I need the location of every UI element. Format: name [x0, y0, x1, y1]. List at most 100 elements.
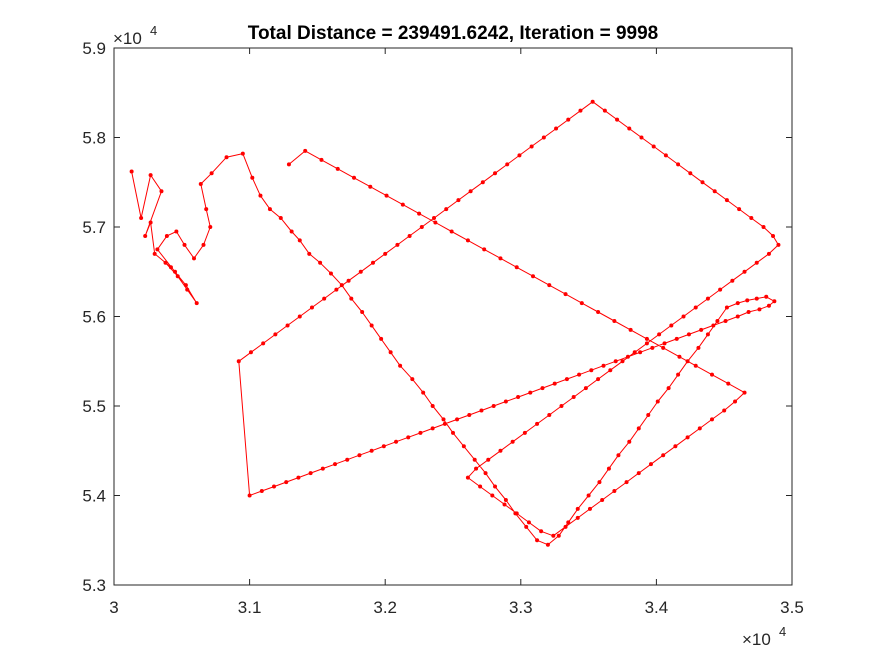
city-point	[700, 180, 705, 185]
city-point	[224, 155, 229, 160]
city-point	[152, 251, 157, 256]
city-point	[297, 314, 302, 319]
y-tick-label: 5.6	[82, 308, 106, 327]
city-point	[688, 171, 693, 176]
city-point	[661, 453, 666, 458]
city-point	[163, 260, 168, 265]
city-point	[676, 372, 681, 377]
city-point	[455, 417, 460, 422]
city-point	[406, 435, 411, 440]
y-tick-label: 5.4	[82, 487, 106, 506]
city-point	[674, 336, 679, 341]
city-point	[644, 341, 649, 346]
city-point	[709, 417, 714, 422]
city-point	[370, 260, 375, 265]
city-point	[296, 475, 301, 480]
city-point	[148, 220, 153, 225]
city-point	[174, 229, 179, 234]
x-exponent: ×10 4	[742, 624, 786, 649]
city-point	[608, 368, 613, 373]
city-point	[267, 207, 272, 212]
city-point	[677, 354, 682, 359]
city-point	[320, 466, 325, 471]
city-point	[535, 538, 540, 543]
city-point	[465, 238, 470, 243]
city-point	[418, 430, 423, 435]
city-point	[432, 216, 437, 221]
city-point	[718, 287, 723, 292]
city-point	[745, 298, 750, 303]
city-point	[606, 466, 611, 471]
city-point	[577, 372, 582, 377]
city-point	[524, 524, 529, 529]
city-point	[742, 390, 747, 395]
city-point	[182, 242, 187, 247]
city-point	[159, 189, 164, 194]
city-point	[400, 202, 405, 207]
y-exponent: ×10 4	[113, 23, 157, 48]
city-point	[360, 310, 365, 315]
city-point	[636, 426, 641, 431]
city-point	[308, 471, 313, 476]
city-point	[612, 489, 617, 494]
city-point	[735, 301, 740, 306]
city-point	[612, 318, 617, 323]
city-point	[194, 301, 199, 306]
city-point	[208, 225, 213, 229]
city-point	[676, 162, 681, 167]
city-point	[209, 171, 214, 176]
city-point	[369, 323, 374, 328]
city-point	[143, 233, 148, 238]
city-point	[398, 363, 403, 368]
city-point	[421, 390, 426, 395]
city-point	[583, 386, 588, 391]
city-point	[419, 225, 424, 229]
city-point	[449, 229, 454, 234]
city-point	[696, 345, 701, 350]
city-point	[587, 506, 592, 511]
city-point	[345, 457, 350, 462]
city-point	[505, 162, 510, 167]
city-point	[705, 296, 710, 301]
city-point	[498, 448, 503, 453]
city-point	[715, 318, 720, 323]
city-point	[644, 336, 649, 341]
x-tick-label: 3.5	[780, 598, 804, 617]
city-point	[259, 489, 264, 494]
city-point	[278, 216, 283, 221]
city-point	[483, 471, 488, 476]
city-point	[772, 299, 777, 304]
city-point	[563, 292, 568, 297]
city-point	[639, 135, 644, 140]
city-point	[749, 216, 754, 221]
city-point	[669, 323, 674, 328]
city-point	[673, 444, 678, 449]
city-point	[444, 207, 449, 212]
city-point	[627, 439, 632, 444]
city-point	[766, 251, 771, 256]
city-point	[284, 480, 289, 485]
city-point	[502, 502, 507, 507]
city-point	[540, 386, 545, 391]
city-point	[771, 233, 776, 238]
chart-title: Total Distance = 239491.6242, Iteration …	[248, 23, 659, 44]
city-point	[526, 520, 531, 525]
x-tick-label: 3.3	[509, 598, 533, 617]
city-point	[632, 350, 637, 355]
city-point	[754, 296, 759, 301]
city-point	[286, 162, 291, 167]
city-point	[192, 256, 197, 261]
city-point	[596, 377, 601, 382]
city-point	[472, 457, 477, 462]
x-tick-label: 3.4	[645, 598, 669, 617]
city-point	[394, 439, 399, 444]
city-point	[297, 238, 302, 243]
city-point	[433, 220, 438, 225]
city-point	[597, 480, 602, 485]
axes: 3 3.1 3.2 3.3 3.4 3.5 5.3 5.4 5.5 5.6 5.7 5.8 5.9	[82, 39, 803, 617]
city-point	[724, 305, 729, 310]
city-point	[474, 466, 479, 471]
city-point	[272, 484, 277, 489]
city-point	[711, 323, 716, 328]
city-point	[590, 99, 595, 104]
